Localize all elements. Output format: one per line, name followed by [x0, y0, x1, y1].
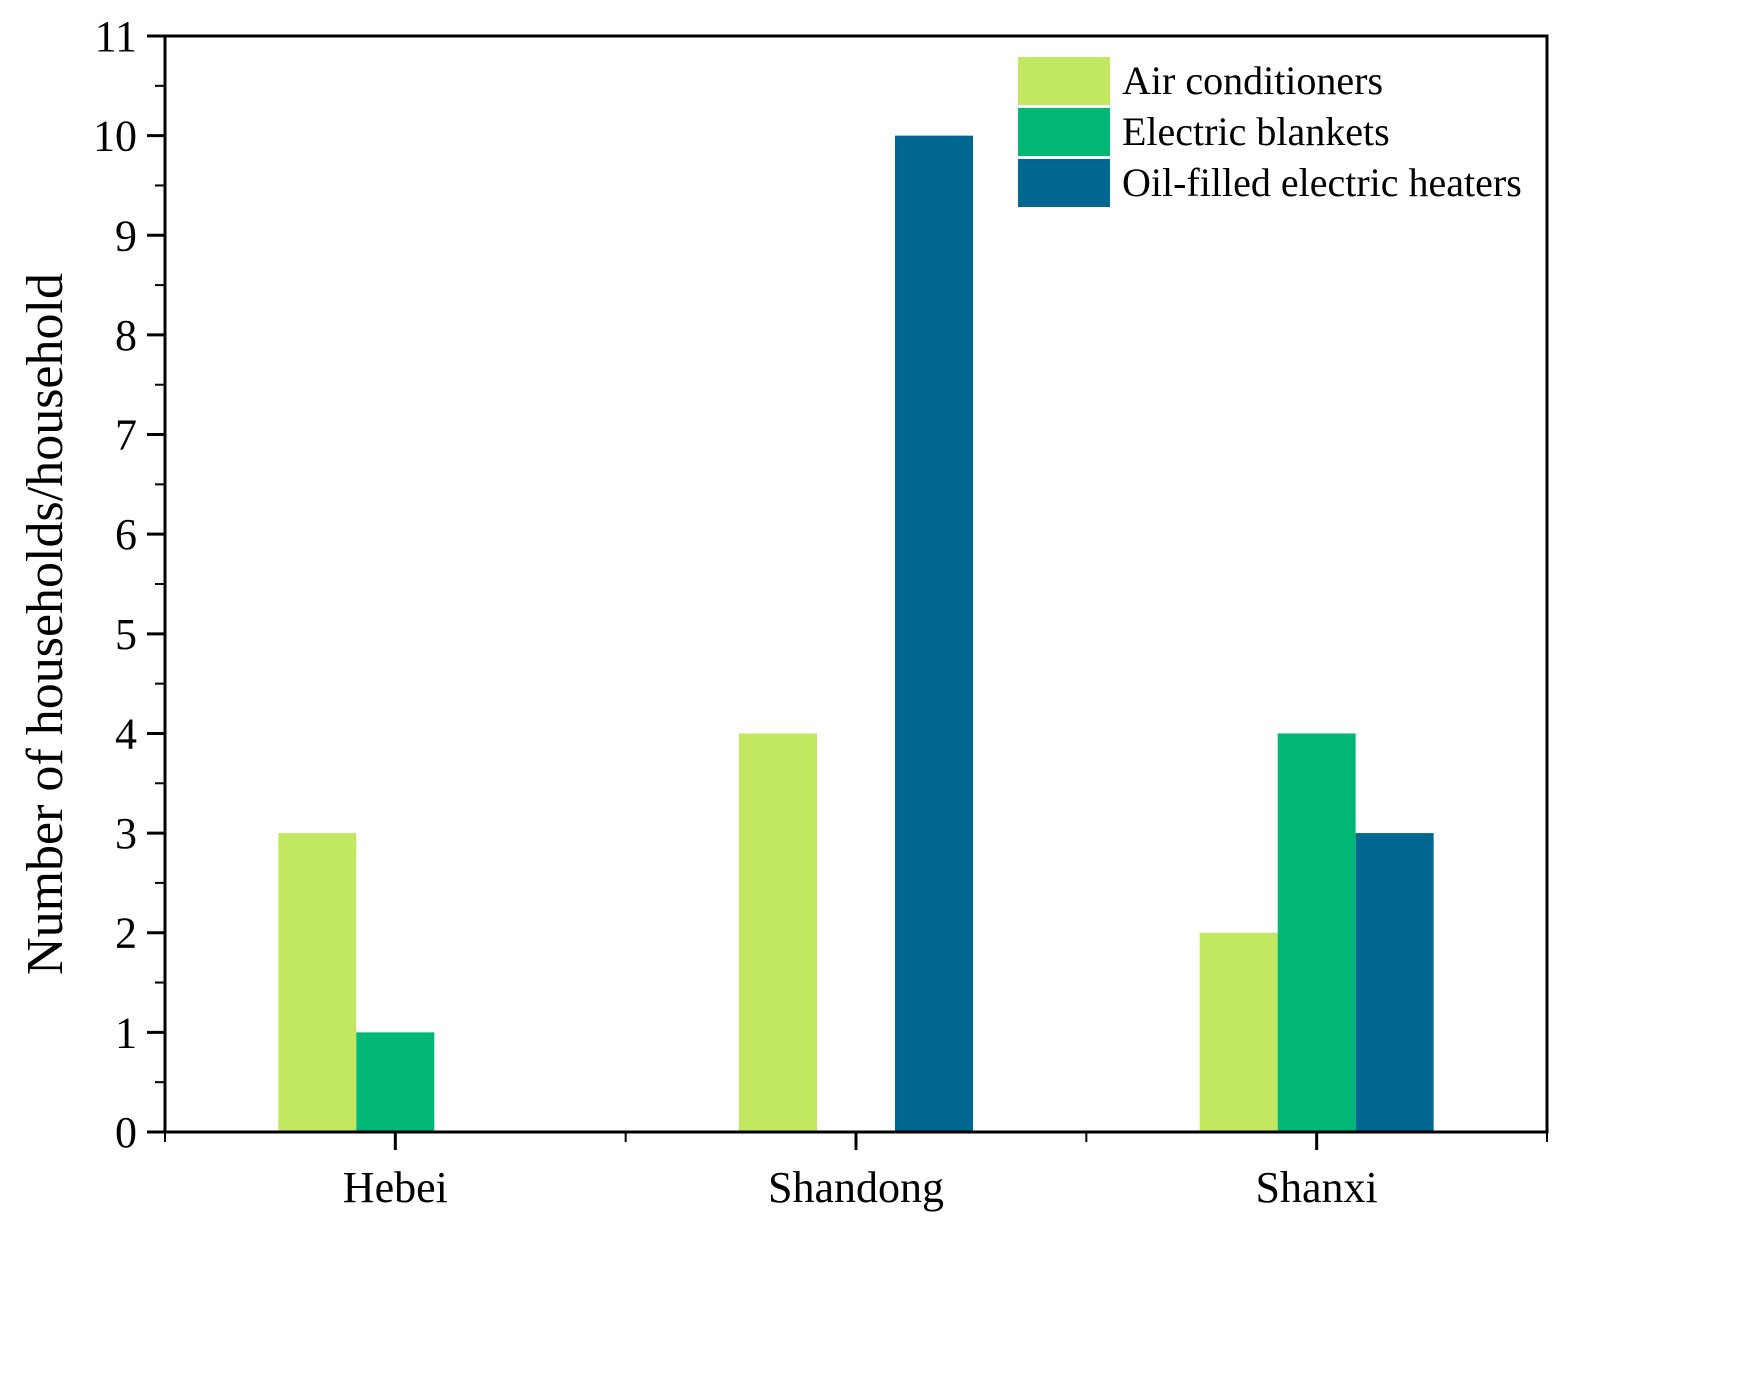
y-tick-label: 9	[115, 211, 137, 260]
x-tick-label-shandong: Shandong	[768, 1163, 944, 1212]
legend-swatch-electric-blankets	[1018, 108, 1110, 156]
y-tick-label: 11	[95, 12, 137, 61]
y-tick-label: 3	[115, 809, 137, 858]
y-tick-label: 8	[115, 311, 137, 360]
legend: Air conditioners Electric blankets Oil-fil…	[1018, 57, 1522, 207]
legend-label-oil-filled-electric-heaters: Oil-filled electric heaters	[1122, 160, 1522, 205]
y-tick-label: 4	[115, 709, 137, 758]
bar-shandong-oil-filled-electric-heaters	[895, 135, 973, 1133]
bars-layer	[278, 135, 1434, 1133]
y-tick-label: 5	[115, 610, 137, 659]
bar-shanxi-oil-filled-electric-heaters	[1355, 833, 1434, 1132]
y-tick-label: 10	[93, 112, 137, 161]
y-tick-label: 7	[115, 411, 137, 460]
bar-shanxi-air-conditioners	[1199, 932, 1278, 1132]
legend-label-electric-blankets: Electric blankets	[1122, 109, 1390, 154]
y-tick-label: 2	[115, 909, 137, 958]
bar-shanxi-electric-blankets	[1277, 733, 1356, 1132]
y-ticks: 0 1 2 3 4 5 6 7 8 9 10 11	[93, 12, 165, 1157]
y-tick-label: 0	[115, 1108, 137, 1157]
legend-label-air-conditioners: Air conditioners	[1122, 58, 1383, 103]
x-ticks: Hebei Shandong Shanxi	[164, 1132, 1548, 1212]
y-tick-label: 6	[115, 510, 137, 559]
x-tick-label-shanxi: Shanxi	[1256, 1163, 1378, 1212]
y-tick-label: 1	[115, 1008, 137, 1057]
legend-swatch-oil-filled-electric-heaters	[1018, 159, 1110, 207]
x-tick-label-hebei: Hebei	[343, 1163, 448, 1212]
bar-shandong-air-conditioners	[739, 733, 817, 1132]
y-axis-label: Number of households/household	[17, 273, 74, 975]
legend-swatch-air-conditioners	[1018, 57, 1110, 105]
bar-hebei-electric-blankets	[356, 1032, 435, 1132]
bar-hebei-air-conditioners	[278, 833, 357, 1132]
